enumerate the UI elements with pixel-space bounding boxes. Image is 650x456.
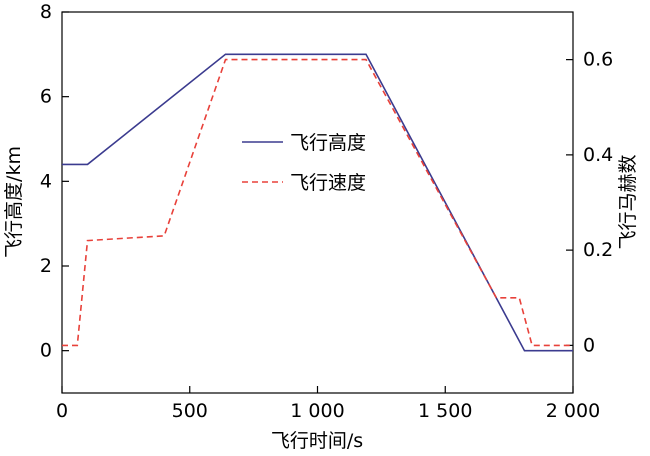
plot-frame <box>61 11 574 394</box>
legend-label-1: 飞行速度 <box>290 172 366 194</box>
series-line-1 <box>62 58 573 347</box>
x-tick-label: 1 000 <box>290 400 344 422</box>
y-left-tick-label: 8 <box>40 1 52 23</box>
y-axis-left-title: 飞行高度/km <box>3 146 25 258</box>
y-left-tick-label: 4 <box>40 170 52 192</box>
y-axis-right-title: 飞行马赫数 <box>617 154 639 249</box>
ticks: 0 500 1 000 1 500 2 000 0 2 4 6 8 0 0.2 0.4 0.6 <box>40 1 613 422</box>
series-line-0 <box>62 53 573 352</box>
y-left-tick-label: 0 <box>40 340 52 362</box>
x-tick-label: 500 <box>172 400 208 422</box>
y-right-tick-label: 0 <box>583 334 595 356</box>
x-tick-label: 2 000 <box>546 400 600 422</box>
y-right-tick-label: 0.4 <box>583 144 613 166</box>
x-tick-label: 1 500 <box>418 400 472 422</box>
legend-label-0: 飞行高度 <box>290 132 366 154</box>
y-right-tick-label: 0.2 <box>583 239 613 261</box>
y-left-tick-label: 6 <box>40 86 52 108</box>
x-axis-title: 飞行时间/s <box>271 430 363 452</box>
y-right-tick-label: 0.6 <box>583 49 613 71</box>
y-left-tick-label: 2 <box>40 255 52 277</box>
x-tick-label: 0 <box>56 400 68 422</box>
series <box>62 53 573 352</box>
